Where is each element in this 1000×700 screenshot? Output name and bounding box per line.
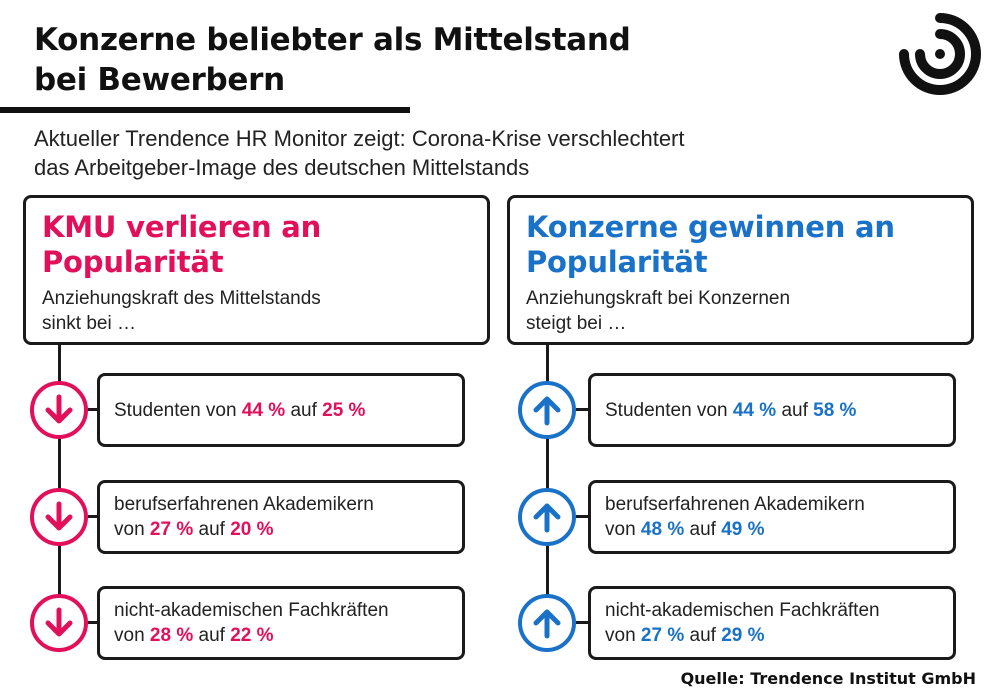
item-to-value: 25 %: [322, 399, 366, 421]
item-from-value: 48 %: [640, 519, 685, 540]
konzerne-description-line-1: Anziehungskraft bei Konzernen: [526, 288, 791, 309]
item-group: Studenten: [114, 399, 201, 421]
item-to-value: 22 %: [230, 625, 274, 646]
kmu-header-box: KMU verlieren an Popularität Anziehungsk…: [23, 195, 490, 345]
item-group: berufserfahrenen Akademikern: [605, 494, 865, 515]
title-underline: [0, 107, 410, 113]
page-title: Konzerne beliebter als Mittelstand bei B…: [34, 20, 794, 100]
kmu-heading: KMU verlieren an Popularität: [42, 210, 471, 280]
item-to-word: auf: [689, 625, 716, 646]
subtitle-line-1: Aktueller Trendence HR Monitor zeigt: Co…: [34, 126, 685, 151]
arrow-down-icon: [30, 594, 88, 652]
arrow-up-icon: [518, 381, 576, 439]
item-group: berufserfahrenen Akademikern: [114, 494, 374, 515]
item-to-value: 49 %: [721, 519, 765, 540]
item-to-word: auf: [290, 399, 317, 421]
item-from-word: von: [605, 625, 636, 646]
connector-tick: [576, 621, 590, 624]
arrow-down-icon: [30, 488, 88, 546]
item-to-word: auf: [198, 519, 225, 540]
item-from-value: 27 %: [149, 519, 194, 540]
item-from-value: 44 %: [241, 399, 286, 421]
kmu-description-line-2: sinkt bei …: [42, 313, 136, 334]
title-line-2: bei Bewerbern: [34, 62, 285, 98]
konzerne-header-box: Konzerne gewinnen an Popularität Anziehu…: [507, 195, 974, 345]
connector-tick: [576, 408, 590, 411]
kmu-item-students: Studenten von 44 % auf 25 %: [97, 373, 465, 447]
connector-tick: [88, 408, 100, 411]
connector-tick: [88, 621, 100, 624]
arrow-down-icon: [30, 381, 88, 439]
item-from-word: von: [696, 399, 728, 421]
connector-tick: [576, 515, 590, 518]
item-from-value: 44 %: [732, 399, 777, 421]
konzerne-item-academics: berufserfahrenen Akademikern von 48 % au…: [588, 480, 956, 554]
item-group: nicht-akademischen Fachkräften: [605, 600, 880, 621]
item-from-word: von: [114, 519, 145, 540]
konzerne-description: Anziehungskraft bei Konzernen steigt bei…: [526, 286, 955, 336]
arrow-up-icon: [518, 594, 576, 652]
kmu-item-skilled-workers: nicht-akademischen Fachkräften von 28 % …: [97, 586, 465, 660]
item-from-value: 27 %: [640, 625, 685, 646]
konzerne-heading-line-2: Popularität: [526, 245, 708, 279]
kmu-description-line-1: Anziehungskraft des Mittelstands: [42, 288, 321, 309]
konzerne-heading-line-1: Konzerne gewinnen an: [526, 210, 895, 244]
subtitle-line-2: das Arbeitgeber-Image des deutschen Mitt…: [34, 155, 530, 180]
item-group: Studenten: [605, 399, 692, 421]
kmu-description: Anziehungskraft des Mittelstands sinkt b…: [42, 286, 471, 336]
arrow-up-icon: [518, 488, 576, 546]
kmu-heading-line-1: KMU verlieren an: [42, 210, 322, 244]
item-from-value: 28 %: [149, 625, 194, 646]
item-from-word: von: [114, 625, 145, 646]
trendence-logo-icon: [899, 13, 981, 95]
item-from-word: von: [205, 399, 237, 421]
title-line-1: Konzerne beliebter als Mittelstand: [34, 22, 631, 58]
kmu-heading-line-2: Popularität: [42, 245, 224, 279]
konzerne-description-line-2: steigt bei …: [526, 313, 627, 334]
konzerne-item-students: Studenten von 44 % auf 58 %: [588, 373, 956, 447]
item-to-value: 20 %: [230, 519, 274, 540]
kmu-item-academics: berufserfahrenen Akademikern von 27 % au…: [97, 480, 465, 554]
connector-tick: [88, 515, 100, 518]
konzerne-heading: Konzerne gewinnen an Popularität: [526, 210, 955, 280]
subtitle: Aktueller Trendence HR Monitor zeigt: Co…: [34, 124, 934, 182]
item-group: nicht-akademischen Fachkräften: [114, 600, 389, 621]
source-note: Quelle: Trendence Institut GmbH: [680, 669, 976, 688]
item-from-word: von: [605, 519, 636, 540]
konzerne-item-skilled-workers: nicht-akademischen Fachkräften von 27 % …: [588, 586, 956, 660]
item-to-word: auf: [781, 399, 808, 421]
item-to-word: auf: [689, 519, 716, 540]
item-to-value: 29 %: [721, 625, 765, 646]
item-to-value: 58 %: [813, 399, 857, 421]
item-to-word: auf: [198, 625, 225, 646]
